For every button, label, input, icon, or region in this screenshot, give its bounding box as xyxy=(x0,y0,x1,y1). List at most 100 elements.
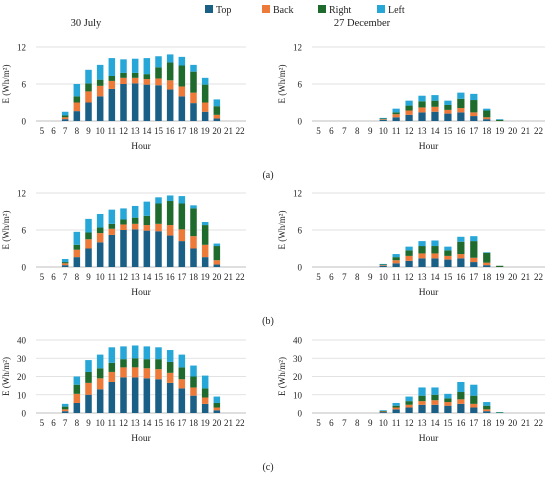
bar-back-hour-17 xyxy=(470,257,478,263)
bar-right-hour-7 xyxy=(61,115,69,118)
x-tick-label: 14 xyxy=(430,418,440,428)
x-tick-label: 16 xyxy=(166,272,176,282)
bar-top-hour-15 xyxy=(155,379,162,413)
bar-left-hour-13 xyxy=(418,387,426,396)
x-tick-label: 13 xyxy=(131,126,141,136)
x-tick-label: 20 xyxy=(212,126,222,136)
bar-top-hour-15 xyxy=(444,259,452,267)
bar-left-hour-14 xyxy=(143,346,151,360)
bar-left-hour-17 xyxy=(178,56,186,66)
bar-top-hour-7 xyxy=(61,265,69,267)
bar-left-hour-10 xyxy=(379,263,387,265)
x-tick-label: 20 xyxy=(212,272,222,282)
bar-back-hour-9 xyxy=(85,239,92,249)
y-tick-label: 10 xyxy=(293,390,303,400)
y-tick-label: 20 xyxy=(293,372,303,382)
bar-left-hour-14 xyxy=(143,58,151,75)
column-title-july: 30 July xyxy=(71,18,102,29)
x-tick-label: 22 xyxy=(534,272,543,282)
bar-right-hour-13 xyxy=(418,101,426,108)
y-axis-label: E (Wh/m²) xyxy=(1,65,11,104)
bar-top-hour-12 xyxy=(120,230,127,267)
bar-back-hour-9 xyxy=(85,382,92,395)
y-tick-label: 40 xyxy=(17,336,27,346)
x-axis-label: Hour xyxy=(419,142,439,152)
bar-back-hour-18 xyxy=(190,387,197,396)
x-tick-label: 14 xyxy=(430,126,440,136)
x-tick-label: 7 xyxy=(63,418,68,428)
bar-top-hour-14 xyxy=(431,404,439,413)
bar-right-hour-16 xyxy=(166,201,174,226)
x-tick-label: 16 xyxy=(166,126,176,136)
y-axis-label: E (Wh/m²) xyxy=(277,65,287,104)
x-tick-label: 8 xyxy=(75,418,80,428)
bar-right-hour-12 xyxy=(120,72,127,78)
bar-left-hour-18 xyxy=(483,402,491,406)
x-tick-label: 12 xyxy=(119,418,128,428)
bar-back-hour-12 xyxy=(120,367,127,378)
bar-left-hour-17 xyxy=(470,93,478,101)
bar-back-hour-20 xyxy=(213,114,221,119)
bar-left-hour-10 xyxy=(96,213,104,228)
x-tick-label: 18 xyxy=(482,418,492,428)
y-tick-label: 6 xyxy=(22,226,27,236)
x-tick-label: 6 xyxy=(51,272,56,282)
x-tick-label: 14 xyxy=(430,272,440,282)
bar-top-hour-16 xyxy=(166,382,174,413)
bar-back-hour-10 xyxy=(96,378,104,390)
bar-back-hour-14 xyxy=(431,106,439,112)
bar-right-hour-10 xyxy=(96,227,104,234)
bar-left-hour-12 xyxy=(120,208,127,220)
bar-back-hour-12 xyxy=(120,224,127,230)
x-tick-label: 17 xyxy=(177,126,187,136)
bar-left-hour-18 xyxy=(190,205,197,209)
bar-top-hour-15 xyxy=(444,405,452,413)
bar-back-hour-18 xyxy=(483,262,491,266)
bar-right-hour-9 xyxy=(85,371,92,383)
y-tick-label: 12 xyxy=(17,43,26,53)
bar-left-hour-20 xyxy=(213,396,221,403)
bar-left-hour-13 xyxy=(418,241,426,247)
legend-label-left: Left xyxy=(388,5,405,16)
bar-right-hour-19 xyxy=(496,265,504,267)
bar-back-hour-19 xyxy=(201,244,209,258)
bar-left-hour-7 xyxy=(61,403,69,407)
x-tick-label: 13 xyxy=(418,272,428,282)
bar-right-hour-14 xyxy=(143,359,151,369)
x-tick-label: 10 xyxy=(379,272,389,282)
bar-back-hour-16 xyxy=(166,225,174,236)
bar-back-hour-18 xyxy=(190,236,197,249)
bar-left-hour-16 xyxy=(166,54,174,63)
bar-right-hour-11 xyxy=(392,405,400,408)
x-tick-label: 22 xyxy=(236,126,245,136)
bar-right-hour-13 xyxy=(418,246,426,254)
x-tick-label: 12 xyxy=(119,272,128,282)
x-tick-label: 18 xyxy=(189,418,199,428)
bar-back-hour-17 xyxy=(470,403,478,408)
bar-top-hour-15 xyxy=(444,113,452,121)
bar-top-hour-11 xyxy=(108,234,116,267)
bar-top-hour-10 xyxy=(379,265,387,267)
bar-top-hour-13 xyxy=(131,83,139,121)
bar-right-hour-9 xyxy=(85,232,92,240)
bar-top-hour-12 xyxy=(120,377,127,413)
bar-back-hour-15 xyxy=(155,223,162,232)
bar-back-hour-13 xyxy=(131,223,139,230)
bar-right-hour-17 xyxy=(178,367,186,380)
x-tick-label: 13 xyxy=(131,272,141,282)
bar-left-hour-18 xyxy=(483,252,491,253)
bar-back-hour-16 xyxy=(457,254,465,259)
x-tick-label: 9 xyxy=(368,272,373,282)
bar-top-hour-10 xyxy=(96,242,104,267)
bar-left-hour-8 xyxy=(73,84,81,97)
bar-left-hour-12 xyxy=(405,100,413,106)
bar-top-hour-19 xyxy=(201,403,209,413)
x-tick-label: 7 xyxy=(63,126,68,136)
x-tick-label: 9 xyxy=(368,126,373,136)
x-tick-label: 16 xyxy=(456,418,466,428)
bar-top-hour-17 xyxy=(178,241,186,267)
